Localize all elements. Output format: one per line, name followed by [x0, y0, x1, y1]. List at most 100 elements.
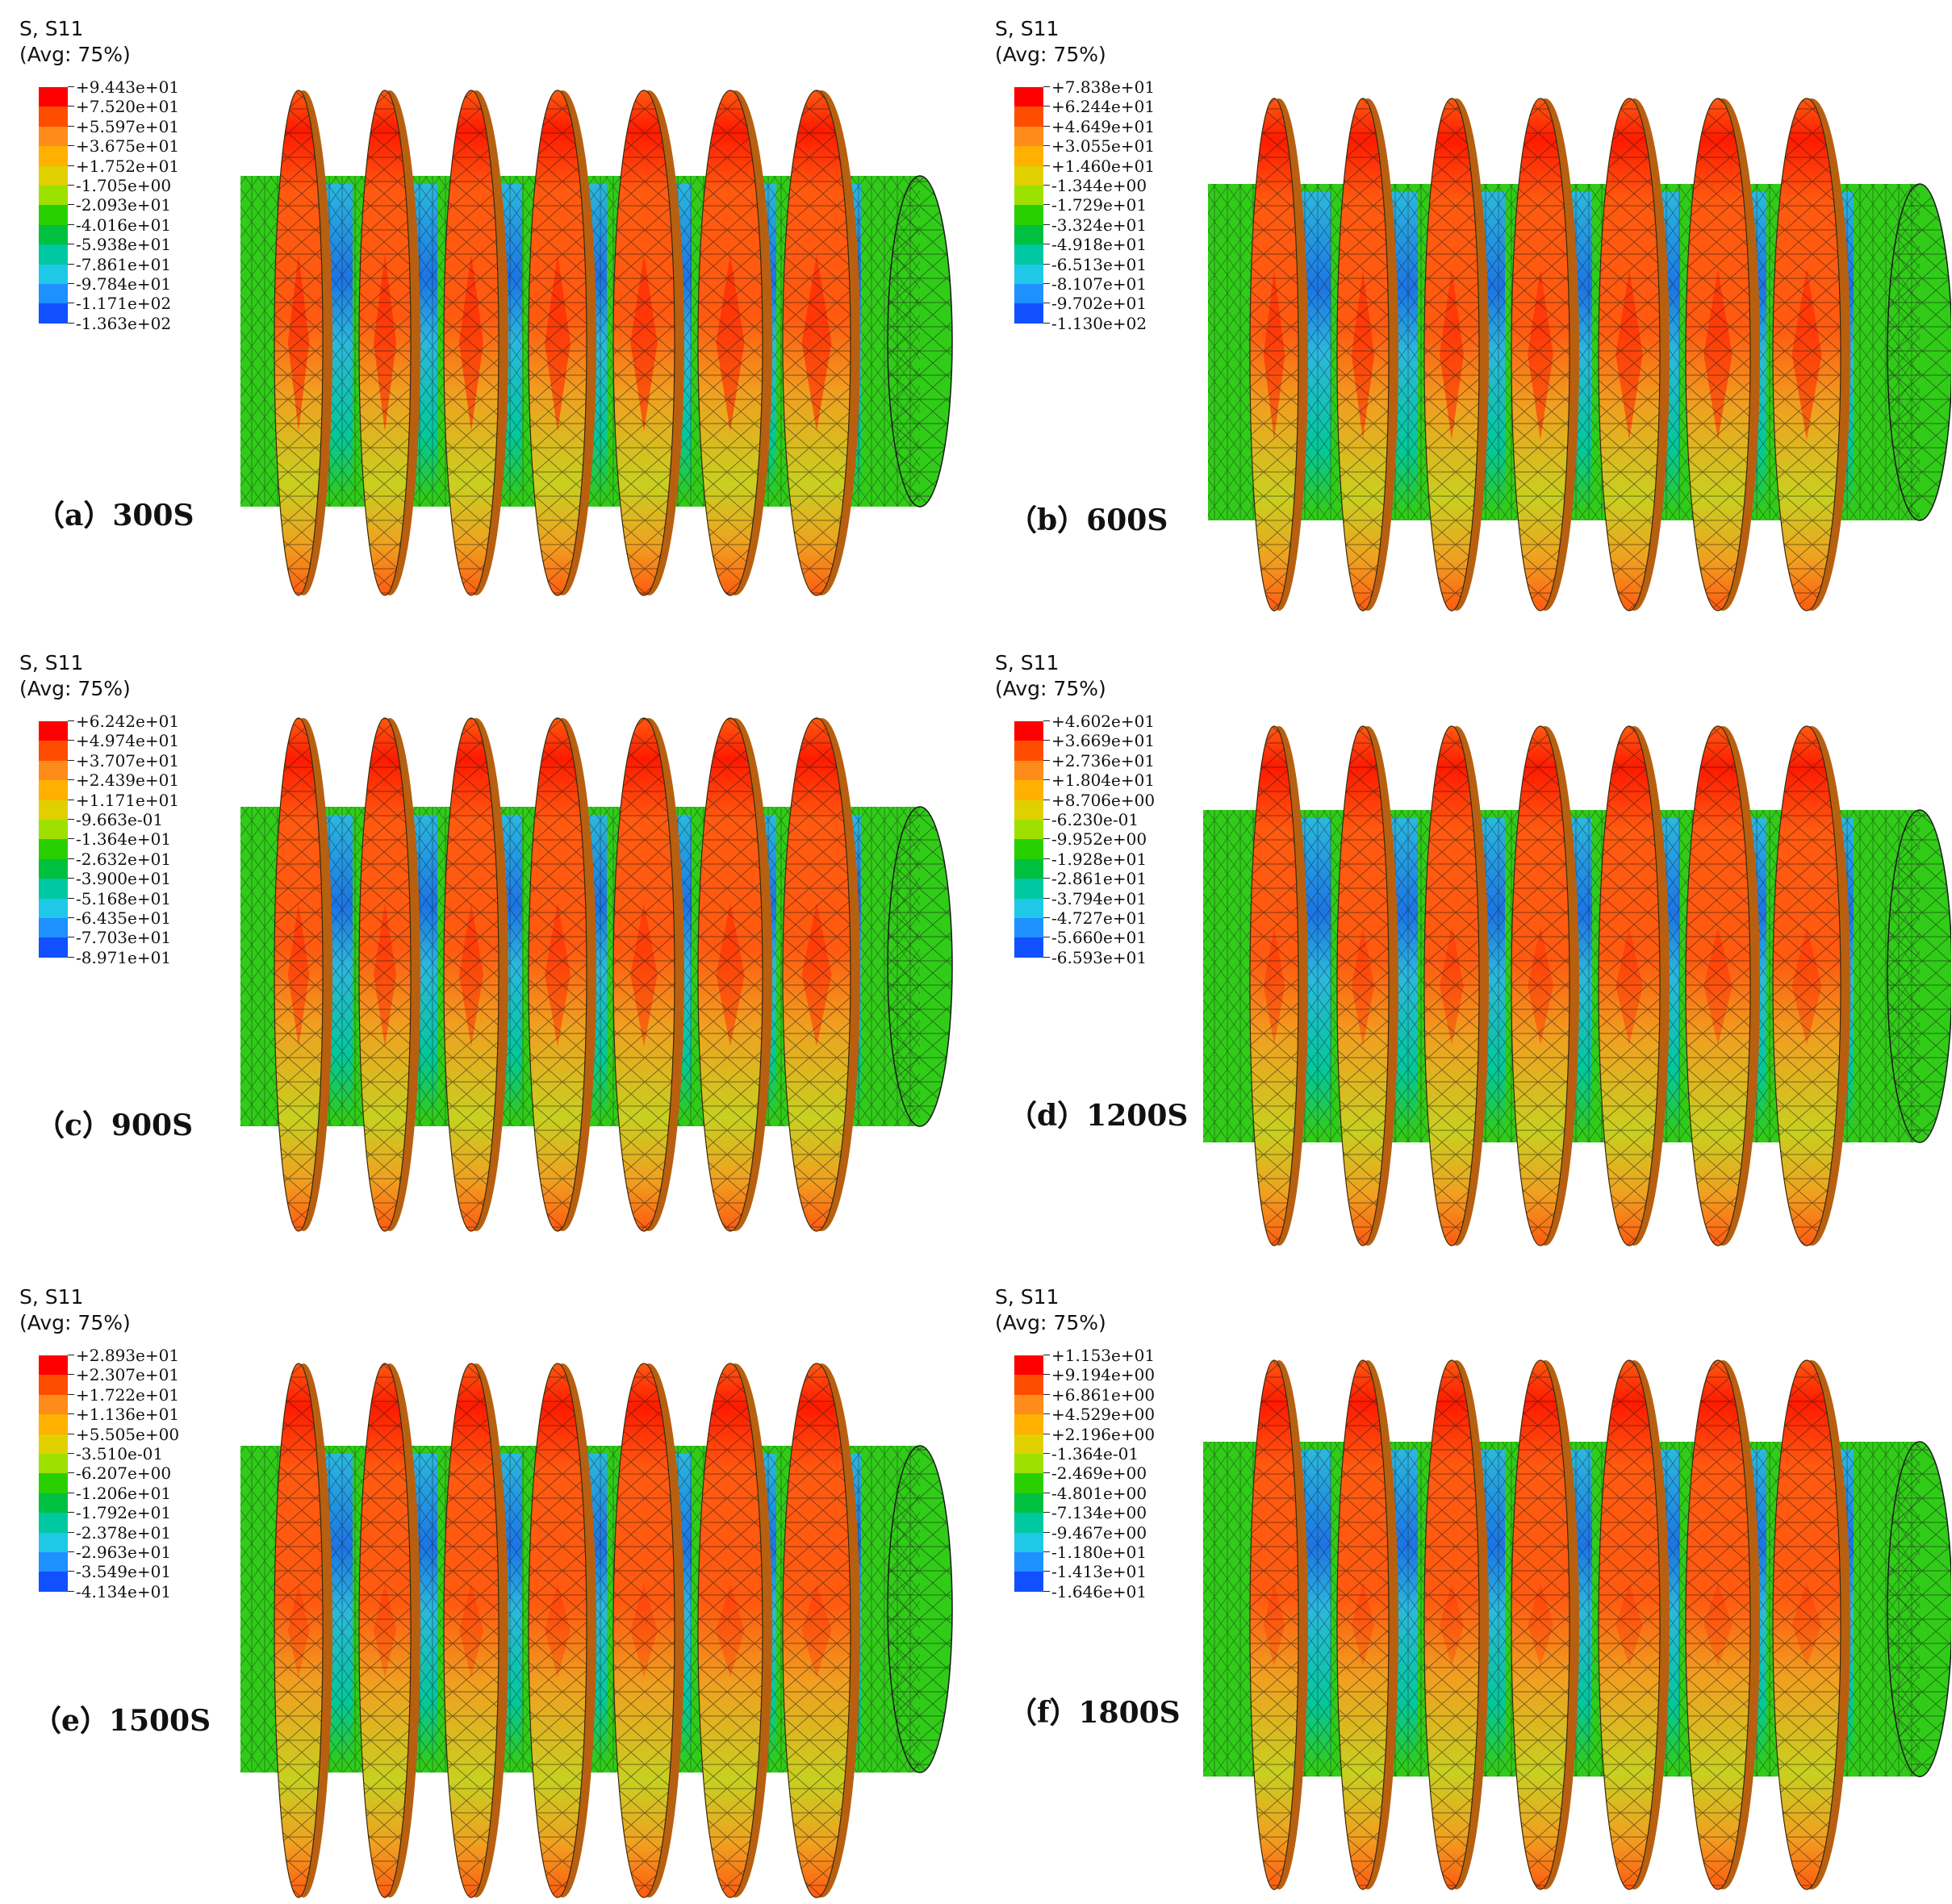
color-swatch	[1014, 741, 1043, 761]
color-swatch	[1014, 303, 1043, 324]
legend-value: -9.784e+01	[76, 273, 172, 294]
legend-value: -6.230e-01	[1051, 809, 1139, 829]
color-swatch	[39, 1473, 68, 1493]
legend-value: +2.196e+00	[1051, 1424, 1156, 1444]
bellows-model	[240, 717, 953, 1232]
color-swatch	[39, 126, 68, 147]
panel-f: S, S11 (Avg: 75%) +1.153e+01 +9.194e+00 …	[976, 1268, 1951, 1902]
legend-value: -5.168e+01	[76, 888, 172, 908]
legend-value: -5.938e+01	[76, 235, 172, 255]
legend-value: -1.344e+00	[1051, 175, 1147, 195]
legend-value: -7.861e+01	[76, 254, 172, 274]
color-swatch	[1014, 283, 1043, 304]
color-swatch	[1014, 185, 1043, 206]
time-caption: （e）1500S	[32, 1704, 211, 1738]
panel-e: S, S11 (Avg: 75%) +2.893e+01 +2.307e+01 …	[0, 1268, 976, 1902]
color-swatch	[1014, 1355, 1043, 1376]
color-swatch	[39, 165, 68, 186]
color-swatch	[39, 1453, 68, 1474]
color-swatch	[39, 819, 68, 840]
legend-value: -1.705e+00	[76, 175, 172, 195]
stress-legend: S, S11 (Avg: 75%) +9.443e+01 +7.520e+01 …	[19, 16, 229, 355]
time-caption: （b）600S	[1008, 503, 1168, 537]
color-swatch	[1014, 917, 1043, 938]
color-swatch	[1014, 165, 1043, 186]
color-swatch	[39, 1572, 68, 1592]
legend-value: -2.632e+01	[76, 849, 172, 869]
legend-value: -1.206e+01	[76, 1483, 172, 1503]
legend-value: +4.602e+01	[1051, 712, 1156, 731]
panel-d: S, S11 (Avg: 75%) +4.602e+01 +3.669e+01 …	[976, 634, 1951, 1268]
color-swatch	[39, 87, 68, 107]
legend-value: +1.153e+01	[1051, 1346, 1156, 1365]
color-swatch	[1014, 87, 1043, 107]
legend-subtitle: (Avg: 75%)	[995, 1311, 1106, 1334]
legend-value: -1.729e+01	[1051, 195, 1147, 215]
stress-legend: S, S11 (Avg: 75%) +7.838e+01 +6.244e+01 …	[995, 16, 1205, 355]
legend-value: -7.703e+01	[76, 928, 172, 948]
legend-value: +4.529e+00	[1051, 1405, 1156, 1425]
legend-value: +7.838e+01	[1051, 77, 1156, 97]
legend-title: S, S11	[19, 651, 84, 674]
legend-value: -9.663e-01	[76, 809, 164, 829]
legend-subtitle: (Avg: 75%)	[19, 677, 131, 700]
color-swatch	[1014, 1473, 1043, 1493]
legend-value: +1.171e+01	[76, 790, 180, 810]
legend-value: -6.593e+01	[1051, 947, 1147, 967]
color-swatch	[1014, 224, 1043, 245]
color-swatch	[1014, 1551, 1043, 1572]
color-swatch	[39, 224, 68, 245]
legend-value: -2.469e+00	[1051, 1463, 1147, 1484]
legend-subtitle: (Avg: 75%)	[19, 43, 131, 66]
legend-value: -2.861e+01	[1051, 869, 1147, 889]
legend-value: -1.792e+01	[76, 1503, 172, 1523]
time-caption: （d）1200S	[1008, 1099, 1189, 1133]
color-swatch	[1014, 898, 1043, 918]
color-swatch	[39, 1355, 68, 1376]
legend-value: -4.727e+01	[1051, 908, 1147, 928]
legend-value: -9.952e+00	[1051, 829, 1147, 850]
bellows-model	[1208, 98, 1951, 612]
stress-legend: S, S11 (Avg: 75%) +1.153e+01 +9.194e+00 …	[995, 1284, 1205, 1623]
color-swatch	[1014, 1493, 1043, 1514]
legend-value: -5.660e+01	[1051, 928, 1147, 948]
color-swatch	[1014, 126, 1043, 147]
color-swatch	[1014, 1375, 1043, 1395]
legend-value: -1.928e+01	[1051, 849, 1147, 869]
legend-value: -1.130e+02	[1051, 313, 1147, 333]
legend-value: -4.016e+01	[76, 215, 172, 235]
color-swatch	[39, 937, 68, 958]
legend-value: -3.510e-01	[76, 1443, 164, 1463]
color-swatch	[1014, 800, 1043, 820]
color-swatch	[39, 146, 68, 166]
legend-value: +7.520e+01	[76, 97, 180, 117]
color-swatch	[1014, 1572, 1043, 1592]
color-swatch	[1014, 146, 1043, 166]
time-caption: （c）900S	[36, 1109, 194, 1142]
stress-legend: S, S11 (Avg: 75%) +6.242e+01 +4.974e+01 …	[19, 650, 229, 989]
color-swatch	[39, 1493, 68, 1514]
color-swatch	[39, 185, 68, 206]
bellows-model	[1203, 725, 1951, 1246]
legend-value: +6.242e+01	[76, 712, 180, 731]
legend-value: -1.646e+01	[1051, 1581, 1147, 1601]
color-swatch	[39, 205, 68, 225]
legend-value: +3.669e+01	[1051, 731, 1156, 751]
color-swatch	[39, 283, 68, 304]
color-swatch	[1014, 760, 1043, 781]
legend-value: -2.963e+01	[76, 1542, 172, 1562]
legend-value: +6.861e+00	[1051, 1384, 1156, 1405]
color-swatch	[39, 1532, 68, 1552]
color-swatch	[1014, 106, 1043, 127]
legend-value: +4.974e+01	[76, 731, 180, 751]
legend-value: -2.093e+01	[76, 195, 172, 215]
color-swatch	[39, 106, 68, 127]
legend-value: +8.706e+00	[1051, 790, 1156, 810]
legend-value: +3.675e+01	[76, 136, 180, 157]
stress-legend: S, S11 (Avg: 75%) +2.893e+01 +2.307e+01 …	[19, 1284, 229, 1623]
color-swatch	[1014, 937, 1043, 958]
legend-value: -8.107e+01	[1051, 273, 1147, 294]
legend-value: -7.134e+00	[1051, 1503, 1147, 1523]
color-swatch	[39, 1434, 68, 1454]
legend-value: -1.180e+01	[1051, 1542, 1147, 1562]
